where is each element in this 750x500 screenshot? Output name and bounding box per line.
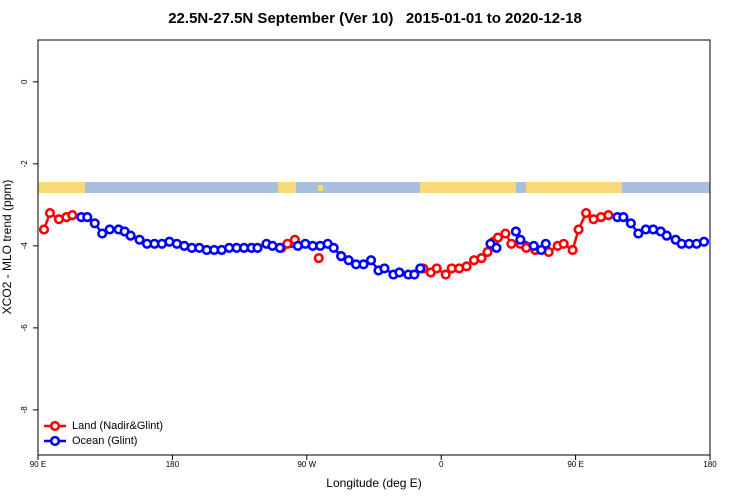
data-point [358, 259, 369, 270]
x-tick-label: 90 W [297, 460, 316, 469]
x-tick-label: 0 [439, 460, 444, 469]
data-point [476, 253, 487, 264]
legend-marker [49, 420, 61, 432]
data-point [44, 207, 56, 219]
y-tick-label: 0 [20, 79, 29, 84]
land-band [278, 182, 296, 193]
data-point [38, 224, 50, 235]
data-point [134, 234, 145, 245]
data-point [336, 251, 347, 262]
data-point [625, 218, 636, 229]
data-point [125, 230, 136, 241]
data-point [274, 242, 286, 254]
data-point [492, 232, 504, 243]
data-point [328, 242, 339, 254]
data-point [415, 263, 426, 274]
x-tick-label: 180 [166, 460, 180, 469]
legend-marker [49, 435, 61, 447]
ocean-band [38, 182, 710, 193]
y-axis-label: XCO2 - MLO trend (ppm) [0, 180, 14, 315]
plot-frame [37, 39, 711, 456]
x-tick-label: 180 [703, 460, 717, 469]
data-point [567, 244, 578, 256]
data-point [365, 255, 377, 266]
map-strip [38, 182, 710, 193]
data-point [633, 228, 644, 239]
data-point [440, 269, 451, 280]
legend: Land (Nadir&Glint) Ocean (Glint) [44, 420, 163, 447]
data-point [431, 263, 442, 274]
x-axis-label: Longitude (deg E) [326, 476, 421, 490]
land-band [318, 185, 323, 191]
land-band [526, 182, 622, 193]
data-point [580, 207, 592, 219]
data-point [313, 253, 324, 264]
data-point [282, 238, 293, 249]
data-point [379, 263, 390, 274]
data-point [515, 234, 526, 245]
data-point [409, 269, 420, 280]
y-tick-label: -6 [20, 324, 29, 332]
legend-label: Ocean (Glint) [72, 435, 137, 447]
data-point [491, 242, 502, 254]
data-point [394, 267, 405, 278]
data-point [558, 238, 569, 249]
data-point [528, 240, 539, 251]
data-point [540, 238, 551, 249]
data-point [89, 218, 100, 229]
data-point [482, 246, 493, 258]
y-tick-label: -8 [20, 406, 29, 414]
data-point [97, 228, 108, 239]
data-point [603, 210, 614, 221]
legend-label: Land (Nadir&Glint) [72, 420, 163, 432]
data-point [698, 236, 710, 247]
data-point [67, 210, 78, 221]
data-point [252, 242, 263, 254]
data-point [500, 228, 511, 239]
data-point [104, 224, 115, 235]
chart-title: 22.5N-27.5N September (Ver 10) 2015-01-0… [168, 10, 582, 27]
data-point [461, 261, 472, 272]
data-point [618, 212, 629, 223]
land-band [420, 182, 516, 193]
land-band [38, 182, 85, 193]
data-point [343, 255, 354, 266]
data-point [510, 226, 521, 237]
y-tick-label: -2 [20, 160, 29, 168]
data-point [661, 230, 672, 241]
y-tick-label: -4 [20, 242, 29, 250]
x-tick-label: 90 E [30, 460, 46, 469]
data-point [573, 224, 584, 235]
data-point [82, 212, 93, 223]
x-tick-label: 90 E [567, 460, 583, 469]
data-point [506, 238, 517, 249]
